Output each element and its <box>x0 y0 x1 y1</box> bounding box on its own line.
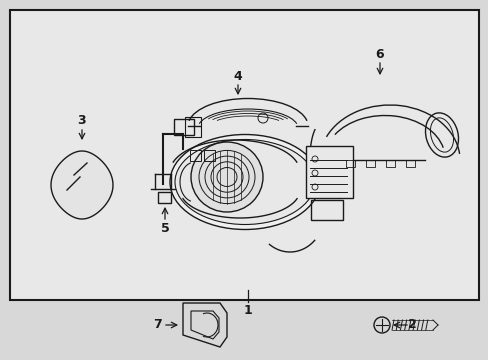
Text: 1: 1 <box>243 303 252 316</box>
Polygon shape <box>51 151 113 219</box>
Text: 7: 7 <box>152 319 161 332</box>
Ellipse shape <box>170 135 319 230</box>
FancyBboxPatch shape <box>305 146 352 198</box>
FancyBboxPatch shape <box>10 10 478 300</box>
Text: 3: 3 <box>78 114 86 127</box>
Text: 2: 2 <box>407 319 415 332</box>
Ellipse shape <box>191 142 263 212</box>
Ellipse shape <box>175 139 314 225</box>
Text: 4: 4 <box>233 69 242 82</box>
Text: 6: 6 <box>375 48 384 60</box>
Text: 5: 5 <box>160 222 169 235</box>
